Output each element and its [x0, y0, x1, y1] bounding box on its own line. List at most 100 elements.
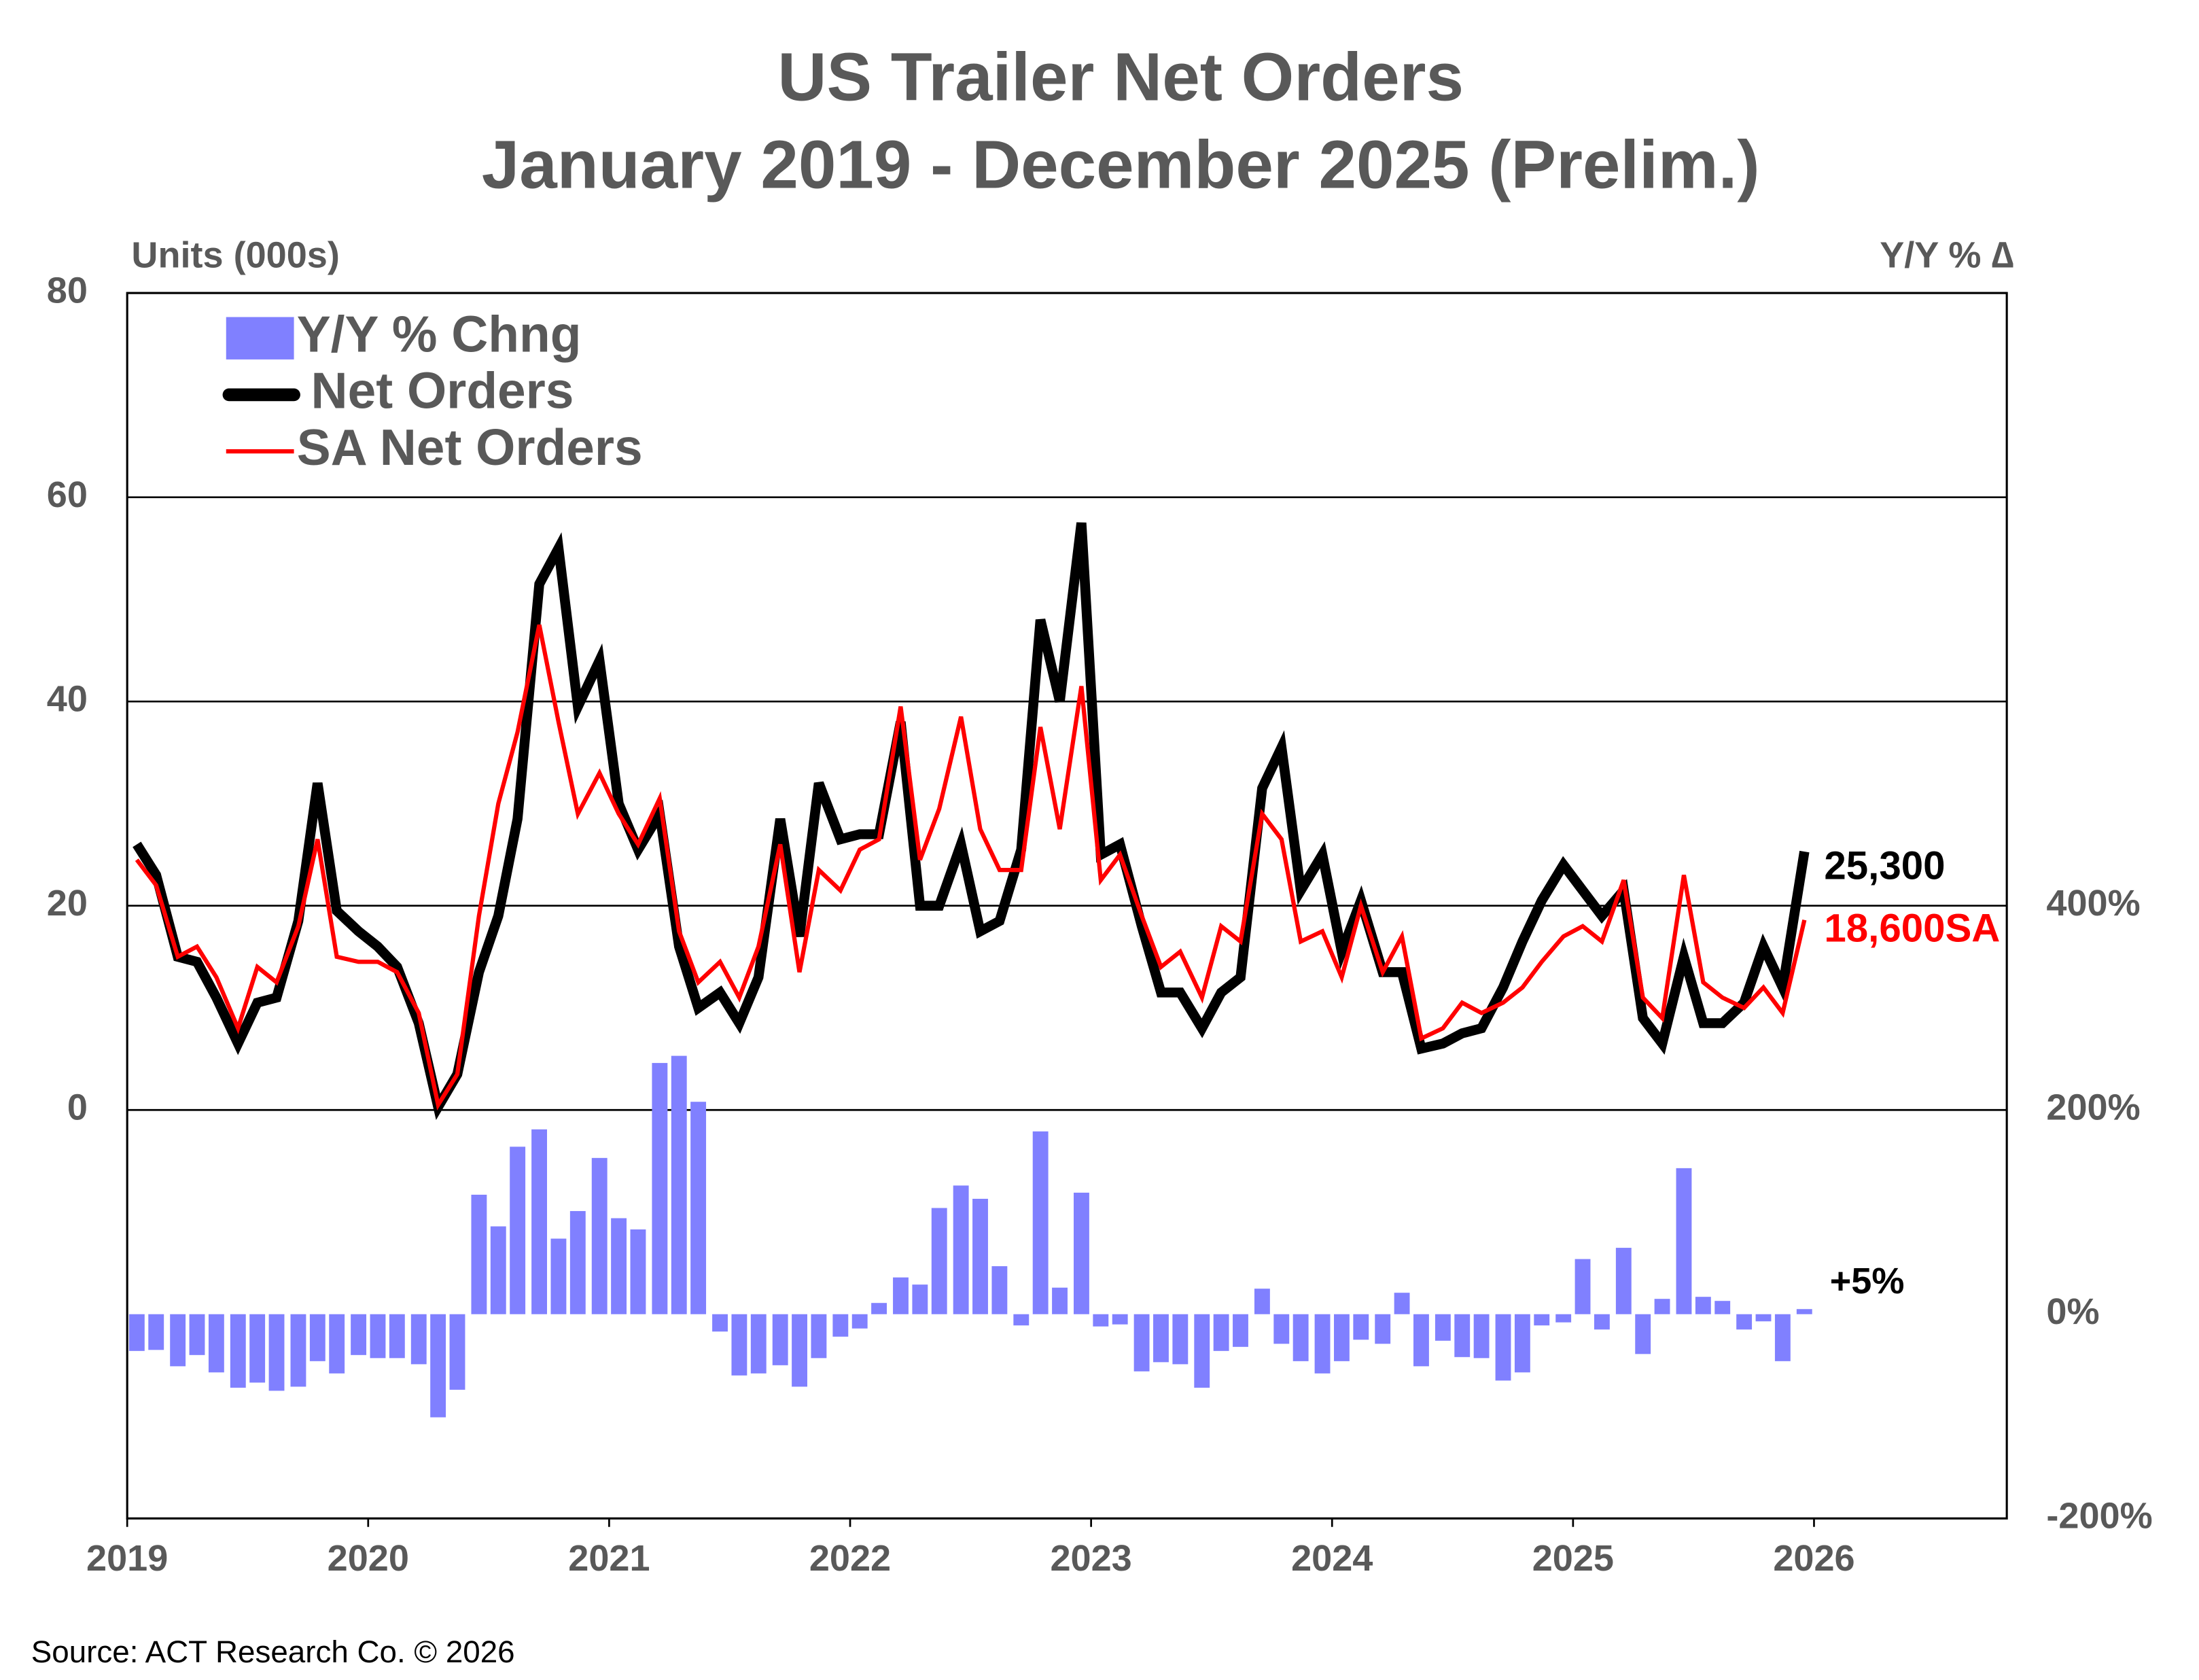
y2-axis-label: Y/Y % ∆: [1880, 234, 2013, 275]
chart-subtitle: January 2019 - December 2025 (Prelim.): [482, 128, 1760, 203]
bar: [290, 1314, 306, 1387]
y2-tick-label: 200%: [2046, 1087, 2140, 1128]
legend-label: Y/Y % Chng: [297, 305, 582, 362]
bar: [832, 1314, 849, 1337]
y-tick-label: 0: [67, 1087, 88, 1128]
bar: [531, 1129, 548, 1314]
bar: [1796, 1309, 1812, 1314]
bar: [148, 1314, 164, 1350]
bar: [1213, 1314, 1229, 1351]
y-tick-label: 40: [47, 678, 88, 719]
bar: [671, 1055, 687, 1314]
x-tick-label: 2020: [328, 1538, 409, 1579]
bar: [1353, 1314, 1369, 1340]
bar: [1032, 1131, 1049, 1314]
bar: [471, 1194, 487, 1314]
bar: [1435, 1314, 1451, 1341]
bar: [772, 1314, 788, 1365]
bar: [1112, 1314, 1128, 1325]
bar: [1575, 1259, 1591, 1314]
y2-tick-label: 0%: [2046, 1291, 2099, 1332]
bar: [410, 1314, 427, 1365]
bar: [991, 1266, 1008, 1314]
x-tick-label: 2024: [1291, 1538, 1373, 1579]
bar: [268, 1314, 285, 1391]
bar: [972, 1198, 988, 1314]
bar: [1413, 1314, 1429, 1367]
bar: [128, 1314, 145, 1351]
bar: [652, 1063, 668, 1314]
y-axis-label: Units (000s): [131, 234, 339, 275]
bar: [953, 1185, 969, 1314]
bar: [1635, 1314, 1651, 1354]
legend-label: SA Net Orders: [297, 419, 643, 476]
bar: [510, 1147, 526, 1314]
bar: [1454, 1314, 1471, 1357]
bar: [449, 1314, 465, 1390]
x-tick-label: 2025: [1532, 1538, 1614, 1579]
bar: [1052, 1287, 1068, 1314]
plot-frame: [126, 292, 2008, 1520]
line-series: [133, 522, 1810, 1121]
bar: [1273, 1314, 1290, 1344]
bar: [1774, 1314, 1791, 1361]
bar: [792, 1314, 807, 1387]
bar: [1736, 1314, 1753, 1330]
source-note: Source: ACT Research Co. © 2026: [31, 1634, 515, 1669]
y2-tick-label: 400%: [2046, 883, 2140, 924]
bar: [1233, 1314, 1248, 1347]
bar: [731, 1314, 747, 1376]
chart-title: US Trailer Net Orders: [777, 40, 1464, 116]
bar: [550, 1238, 567, 1314]
bar: [1375, 1314, 1391, 1344]
bar: [1013, 1314, 1030, 1326]
bar: [750, 1314, 767, 1373]
bar: [230, 1314, 246, 1388]
bar: [893, 1277, 909, 1314]
bar: [1194, 1314, 1210, 1388]
bar: [1093, 1314, 1109, 1327]
y-tick-label: 80: [47, 270, 88, 311]
bar: [1172, 1314, 1189, 1365]
bar: [1615, 1248, 1632, 1314]
bar: [490, 1226, 506, 1314]
bar: [389, 1314, 405, 1359]
value-label: 18,600SA: [1824, 907, 2000, 951]
value-label: 25,300: [1824, 843, 1945, 888]
x-tick-label: 2019: [86, 1538, 168, 1579]
y2-tick-label: -200%: [2046, 1496, 2152, 1537]
bar: [170, 1314, 186, 1367]
bar: [851, 1314, 868, 1329]
line-series: [135, 624, 1807, 1110]
bar: [1333, 1314, 1350, 1361]
value-label: +5%: [1830, 1261, 1905, 1301]
bar: [569, 1210, 586, 1314]
x-tick-label: 2022: [809, 1538, 891, 1579]
bar: [1555, 1314, 1572, 1323]
x-tick-label: 2021: [568, 1538, 650, 1579]
bar: [1695, 1297, 1711, 1314]
bar: [1133, 1314, 1150, 1371]
bar: [351, 1314, 367, 1355]
bar: [370, 1314, 386, 1359]
bar: [329, 1314, 345, 1373]
legend-swatch: [226, 317, 294, 360]
y-tick-label: 60: [47, 474, 88, 515]
bar: [611, 1218, 627, 1314]
bar: [189, 1314, 205, 1355]
bar: [1495, 1314, 1511, 1381]
bar: [630, 1229, 646, 1314]
bar: [1755, 1314, 1772, 1322]
bar: [1394, 1293, 1410, 1314]
bar: [430, 1314, 446, 1418]
bar: [1473, 1314, 1490, 1359]
bar: [1292, 1314, 1309, 1361]
bar: [309, 1314, 326, 1361]
bar: [1714, 1301, 1731, 1314]
bar: [912, 1284, 928, 1314]
bar: [1153, 1314, 1169, 1363]
bar: [249, 1314, 266, 1383]
bar: [591, 1157, 608, 1314]
